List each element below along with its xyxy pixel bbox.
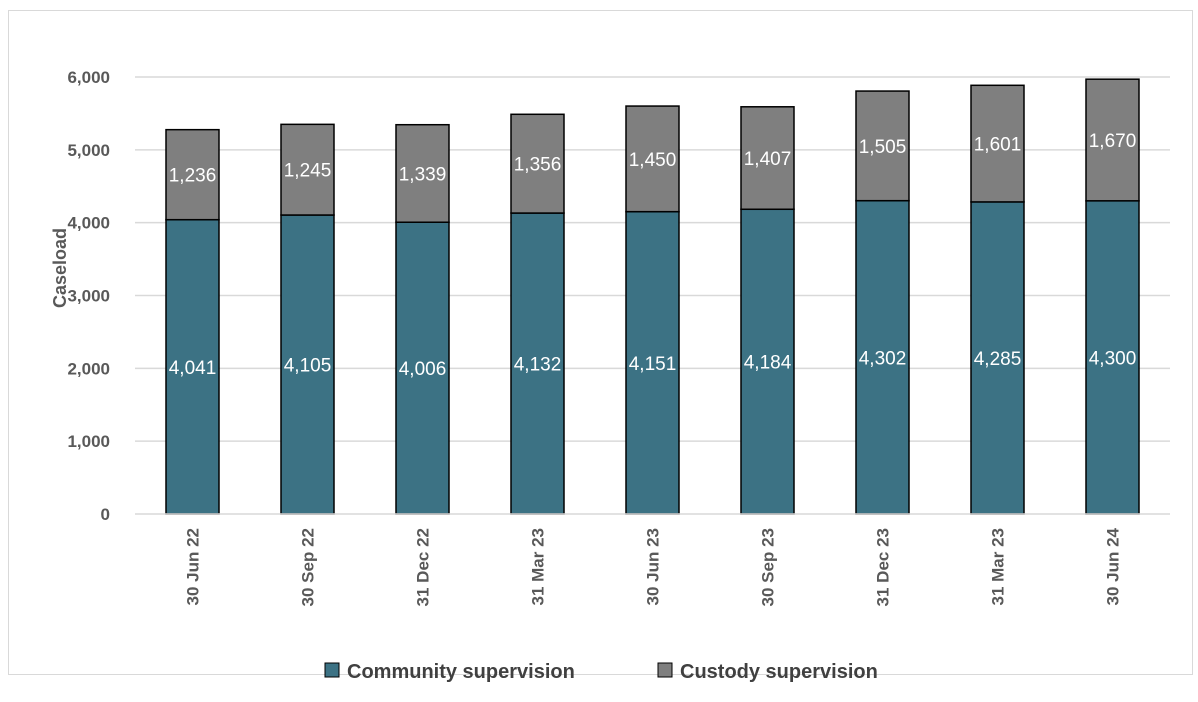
bar-community-supervision [740,208,795,515]
legend-swatch [657,662,673,678]
x-tick-label: 31 Mar 23 [529,528,548,606]
legend-label: Custody supervision [680,661,878,683]
bar-community-supervision [970,201,1025,515]
data-label: 1,245 [284,161,332,182]
y-tick-label: 1,000 [67,432,110,451]
x-tick-label: 31 Dec 23 [874,528,893,606]
data-label: 1,407 [744,149,792,170]
data-label: 4,151 [629,354,677,375]
data-label: 4,285 [974,349,1022,370]
bar-custody-supervision [165,128,220,221]
data-labels: 4,041 1,236 4,105 1,245 4,006 1,339 4,132 1,356… [169,131,1137,380]
data-label: 4,041 [169,358,217,379]
data-label: 4,105 [284,356,332,377]
bar-custody-supervision [625,105,680,213]
x-tick-label: 30 Jun 24 [1104,527,1123,605]
bar-custody-supervision [280,123,335,216]
x-tick-label: 30 Jun 22 [184,528,203,606]
legend-swatch [324,662,340,678]
data-label: 1,670 [1089,131,1137,152]
bar-custody-supervision [1085,78,1140,202]
bars [165,78,1140,515]
data-label: 4,132 [514,355,562,376]
y-tick-label: 5,000 [67,141,110,160]
x-tick-label: 31 Mar 23 [989,528,1008,606]
bar-community-supervision [510,212,565,515]
chart-frame [8,10,1193,675]
x-tick-label: 30 Jun 23 [644,528,663,606]
y-axis-label: Caseload [50,228,70,308]
data-label: 1,601 [974,135,1022,156]
y-tick-label: 0 [101,505,110,524]
bar-custody-supervision [970,84,1025,203]
y-tick-label: 2,000 [67,359,110,378]
bar-custody-supervision [740,106,795,211]
legend: Community supervision Custody supervision [324,661,878,683]
y-tick-label: 4,000 [67,214,110,233]
x-tick-label: 30 Sep 22 [299,528,318,606]
x-tick-label: 31 Dec 22 [414,528,433,606]
data-label: 1,236 [169,166,217,187]
data-label: 1,450 [629,150,677,171]
bar-community-supervision [1085,200,1140,515]
bar-community-supervision [855,199,910,515]
y-tick-label: 3,000 [67,287,110,306]
x-tick-label: 30 Sep 23 [759,528,778,606]
x-axis-tick-labels: 30 Jun 22 30 Sep 22 31 Dec 22 31 Mar 23 30 J… [184,527,1123,606]
y-axis-tick-labels: 0 1,000 2,000 3,000 4,000 5,000 6,000 [67,68,110,524]
data-label: 4,302 [859,348,907,369]
bar-custody-supervision [510,113,565,214]
data-label: 4,184 [744,353,792,374]
data-label: 1,505 [859,137,907,158]
legend-label: Community supervision [347,661,575,683]
y-tick-label: 6,000 [67,68,110,87]
data-label: 1,356 [514,155,562,176]
bar-custody-supervision [395,123,450,223]
data-label: 1,339 [399,164,447,185]
bar-custody-supervision [855,90,910,202]
data-label: 4,300 [1089,348,1137,369]
data-label: 4,006 [399,359,447,380]
